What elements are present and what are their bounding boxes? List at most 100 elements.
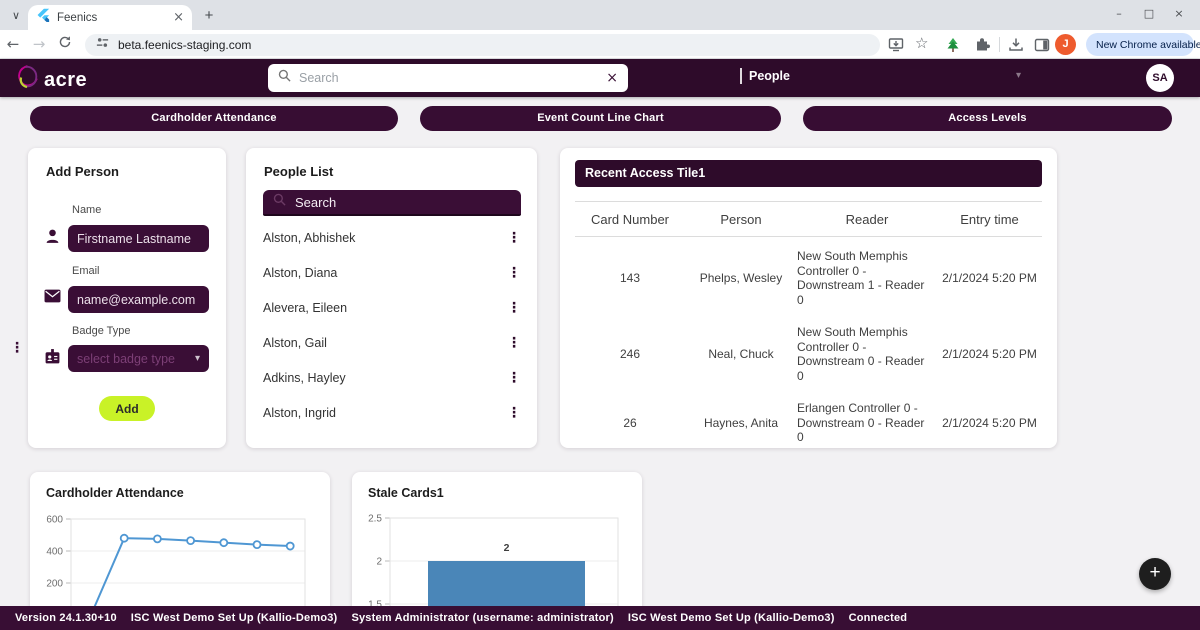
window-close-icon[interactable]: × [1174,7,1184,20]
status-item: Version 24.1.30+10 [15,612,117,624]
nav-chevron-down-icon[interactable]: ▾ [1016,70,1022,81]
url-bar[interactable]: beta.feenics-staging.com [85,34,880,56]
global-search-box[interactable]: × [268,64,628,92]
person-name: Alston, Ingrid [263,405,336,420]
cell-entry-time: 2/1/2024 5:20 PM [942,347,1037,361]
forward-icon[interactable]: → [32,35,46,53]
cell-reader: New South Memphis Controller 0 - Downstr… [797,325,925,383]
kebab-menu-icon[interactable]: ⋮ [507,264,521,281]
quick-button-cardholder-attendance[interactable]: Cardholder Attendance [30,106,398,131]
browser-tab[interactable]: Feenics × [28,5,192,30]
name-field[interactable] [68,225,209,252]
page-kebab-menu-icon[interactable]: ⋮ [10,340,24,356]
svg-text:2: 2 [376,557,382,568]
badge-type-select[interactable]: select badge type ▾ [68,345,209,372]
svg-text:1.5: 1.5 [368,600,382,611]
line-chart-title: Cardholder Attendance [46,486,184,500]
list-item[interactable]: Alston, Ingrid ⋮ [246,395,537,430]
cardholder-attendance-chart-card: Cardholder Attendance 200 400 600 [30,472,330,630]
extensions-puzzle-icon[interactable] [974,37,990,53]
svg-text:400: 400 [46,547,63,558]
divider [575,201,1042,202]
badge-type-value: select badge type [77,351,175,366]
list-item[interactable]: Adkins, Hayley ⋮ [246,360,537,395]
add-person-card: Add Person Name Email Badge Type select … [28,148,226,448]
person-name: Alevera, Eileen [263,300,348,315]
recent-access-card: Recent Access Tile1 Card Number Person R… [560,148,1057,448]
svg-text:2.5: 2.5 [368,514,382,525]
status-item: Connected [848,612,908,624]
quick-button-event-count-line-chart[interactable]: Event Count Line Chart [420,106,781,131]
quick-button-access-levels[interactable]: Access Levels [803,106,1172,131]
col-card-number: Card Number [590,212,670,227]
global-search-input[interactable] [299,71,607,85]
side-panel-icon[interactable] [1034,37,1050,53]
acre-logo: acre [14,64,87,96]
person-name: Alston, Gail [263,335,327,350]
svg-text:200: 200 [46,579,63,590]
add-button[interactable]: Add [99,396,155,421]
list-item[interactable]: Alston, Diana ⋮ [246,255,537,290]
envelope-icon [44,289,61,308]
add-person-title: Add Person [46,164,119,179]
email-field[interactable] [68,286,209,313]
refresh-icon[interactable] [52,35,78,53]
tab-strip: ∨ Feenics × + – □ × [0,0,1200,30]
recent-access-rows: 143 Phelps, Wesley New South Memphis Con… [575,240,1042,448]
cell-card-number: 246 [619,347,641,361]
new-tab-button[interactable]: + [204,7,214,24]
col-reader: Reader [845,212,889,227]
site-settings-icon[interactable] [95,35,110,55]
add-fab-button[interactable]: + [1139,558,1171,590]
extension-tree-icon[interactable] [945,37,961,53]
search-icon [278,69,291,87]
window-minimize-icon[interactable]: – [1116,7,1122,20]
people-list-card: People List Alston, Abhishek ⋮ Alston, D… [246,148,537,448]
window-maximize-icon[interactable]: □ [1143,7,1155,20]
tab-close-icon[interactable]: × [173,10,184,25]
user-avatar[interactable]: SA [1146,64,1174,92]
back-icon[interactable]: ← [6,35,20,53]
table-row: 143 Phelps, Wesley New South Memphis Con… [575,240,1042,316]
url-text: beta.feenics-staging.com [118,38,252,52]
badge-type-label: Badge Type [72,325,131,337]
cell-entry-time: 2/1/2024 5:20 PM [942,271,1037,285]
kebab-menu-icon[interactable]: ⋮ [507,334,521,351]
tab-search-chevron-icon[interactable]: ∨ [11,9,21,22]
stale-cards-chart-card: Stale Cards1 1.5 2 2.5 2 [352,472,642,630]
list-item[interactable]: Alston, Gail ⋮ [246,325,537,360]
install-app-icon[interactable] [888,37,904,53]
person-name: Alston, Diana [263,265,338,280]
list-item[interactable]: Alevera, Eileen ⋮ [246,290,537,325]
nav-people[interactable]: People [740,68,790,84]
people-search-input[interactable] [295,194,511,210]
cell-person: Haynes, Anita [703,415,779,430]
tab-title: Feenics [57,11,98,24]
bar-chart-title: Stale Cards1 [368,486,444,500]
recent-access-header: Recent Access Tile1 [575,160,1042,187]
download-icon[interactable] [1008,37,1024,53]
kebab-menu-icon[interactable]: ⋮ [507,229,521,246]
status-item: ISC West Demo Set Up (Kallio-Demo3) [130,612,338,624]
browser-toolbar: ← → beta.feenics-staging.com ☆ J [0,30,1200,59]
kebab-menu-icon[interactable]: ⋮ [507,299,521,316]
kebab-menu-icon[interactable]: ⋮ [507,404,521,421]
divider [575,236,1042,237]
window-controls: – □ × [1104,2,1194,26]
table-row: 246 Neal, Chuck New South Memphis Contro… [575,316,1042,392]
attendance-line-chart: 200 400 600 [46,515,306,630]
kebab-menu-icon[interactable]: ⋮ [507,369,521,386]
status-item: System Administrator (username: administ… [351,612,614,624]
table-row: 26 Haynes, Anita Erlangen Controller 0 -… [575,392,1042,448]
cell-card-number: 143 [619,271,641,285]
bookmark-star-icon[interactable]: ☆ [915,34,929,52]
chrome-update-button[interactable]: New Chrome available ⋮ [1086,33,1200,56]
name-label: Name [72,204,102,216]
browser-profile-avatar[interactable]: J [1055,34,1076,55]
search-clear-icon[interactable]: × [606,70,618,86]
people-search-box[interactable] [263,190,521,216]
status-bar: Version 24.1.30+10 ISC West Demo Set Up (… [0,606,1200,630]
search-icon [273,193,286,211]
col-entry-time: Entry time [960,212,1019,227]
list-item[interactable]: Alston, Abhishek ⋮ [246,220,537,255]
